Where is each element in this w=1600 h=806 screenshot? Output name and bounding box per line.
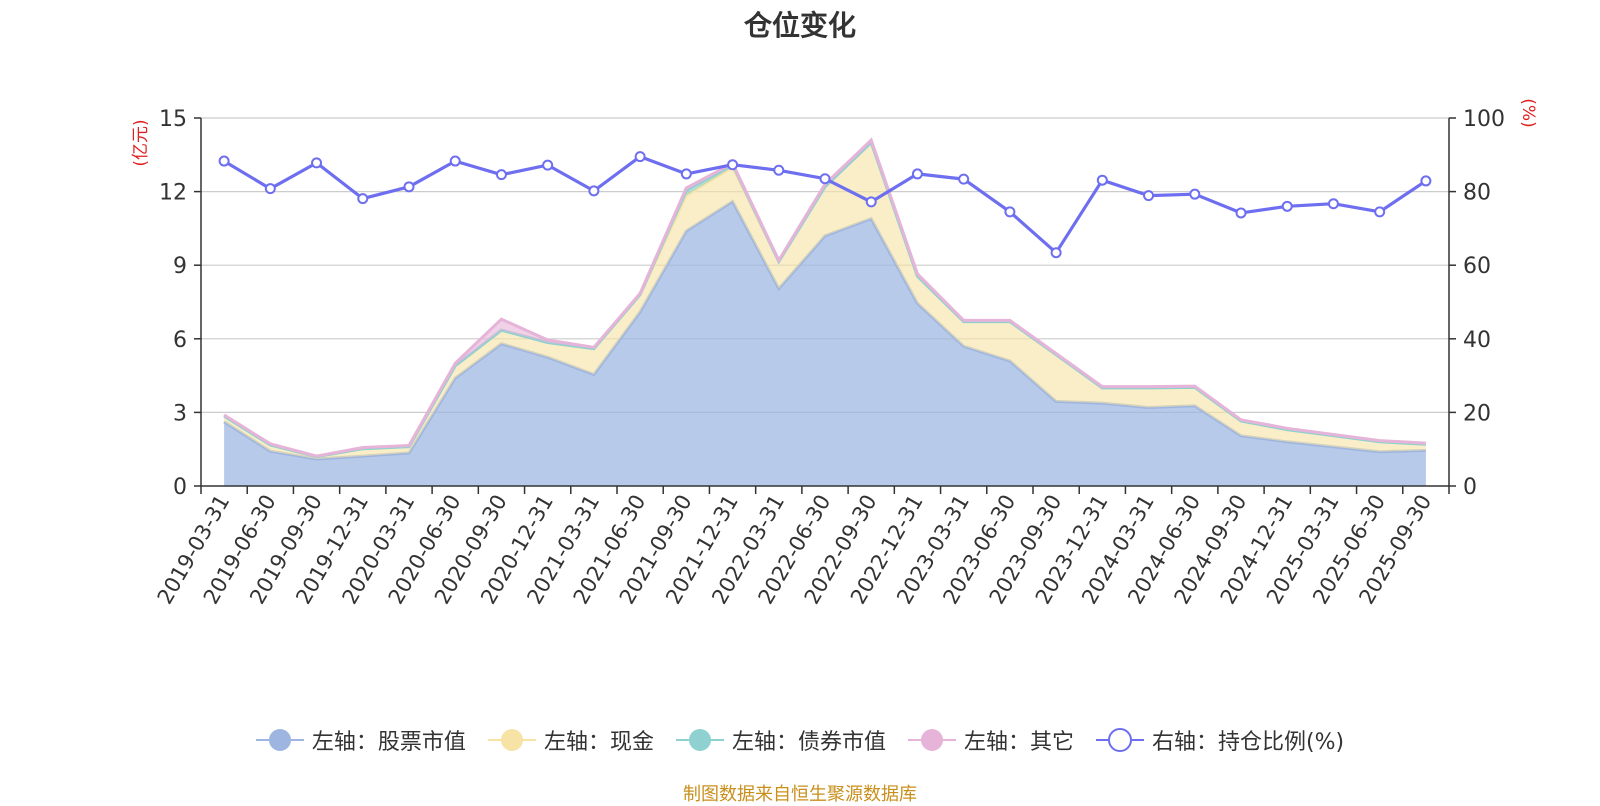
left-tick-label: 12: [159, 181, 187, 206]
right-tick-label: 20: [1463, 401, 1491, 426]
left-tick-label: 15: [159, 107, 187, 132]
legend-label: 左轴：其它: [963, 730, 1074, 755]
ratio-point: [218, 155, 230, 167]
ratio-point: [542, 159, 554, 171]
ratio-point: [865, 196, 877, 208]
right-tick-label: 0: [1463, 475, 1477, 500]
ratio-point: [680, 168, 692, 180]
ratio-point: [588, 185, 600, 197]
ratio-point: [634, 151, 646, 163]
ratio-point: [1327, 198, 1339, 210]
area-1: [224, 201, 1426, 486]
left-tick-label: 3: [173, 401, 187, 426]
left-tick-label: 6: [173, 328, 187, 353]
source-note: 制图数据来自恒生聚源数据库: [683, 784, 917, 805]
legend-label: 左轴：现金: [543, 730, 654, 755]
legend-item[interactable]: 左轴：其它: [907, 724, 1074, 756]
ratio-point: [958, 173, 970, 185]
ratio-point: [311, 157, 323, 169]
left-axis-unit: (亿元): [131, 119, 151, 166]
legend-item[interactable]: 左轴：债券市值: [675, 724, 886, 756]
ratio-point: [1420, 175, 1432, 187]
ratio-point: [1374, 206, 1386, 218]
ratio-point: [727, 159, 739, 171]
legend-marker-icon: [1095, 728, 1144, 752]
ratio-point: [264, 183, 276, 195]
ratio-point: [1281, 200, 1293, 212]
right-tick-label: 80: [1463, 181, 1491, 206]
legend-label: 右轴：持仓比例(%): [1151, 730, 1345, 755]
right-tick-label: 60: [1463, 254, 1491, 279]
right-tick-label: 40: [1463, 328, 1491, 353]
legend-marker-icon: [907, 729, 956, 751]
ratio-point: [495, 169, 507, 181]
area-2: [224, 142, 1426, 459]
legend-marker-icon: [255, 729, 304, 751]
ratio-point: [1235, 207, 1247, 219]
legend-marker-icon: [675, 729, 724, 751]
ratio-point: [911, 168, 923, 180]
legend-item[interactable]: 左轴：现金: [487, 724, 654, 756]
right-tick-label: 100: [1463, 107, 1505, 132]
ratio-point: [1050, 247, 1062, 259]
ratio-point: [403, 181, 415, 193]
legend-label: 左轴：债券市值: [731, 730, 886, 755]
ratio-point: [773, 164, 785, 176]
ratio-point: [1004, 206, 1016, 218]
left-tick-label: 0: [173, 475, 187, 500]
ratio-line-series: [218, 151, 1432, 259]
ratio-point: [357, 193, 369, 205]
right-axis-unit: (%): [1518, 98, 1538, 127]
legend-label: 左轴：股票市值: [311, 730, 466, 755]
ratio-point: [449, 155, 461, 167]
ratio-point: [1189, 188, 1201, 200]
ratio-point: [1096, 174, 1108, 186]
left-tick-label: 9: [173, 254, 187, 279]
legend: 左轴：股票市值 左轴：现金 左轴：债券市值 左轴：其它 右轴：持仓比例(%): [0, 722, 1600, 758]
legend-marker-icon: [487, 729, 536, 751]
ratio-point: [819, 173, 831, 185]
ratio-point: [1143, 190, 1155, 202]
chart-title: 仓位变化: [743, 9, 856, 42]
legend-item[interactable]: 左轴：股票市值: [255, 724, 466, 756]
legend-item[interactable]: 右轴：持仓比例(%): [1095, 724, 1345, 756]
